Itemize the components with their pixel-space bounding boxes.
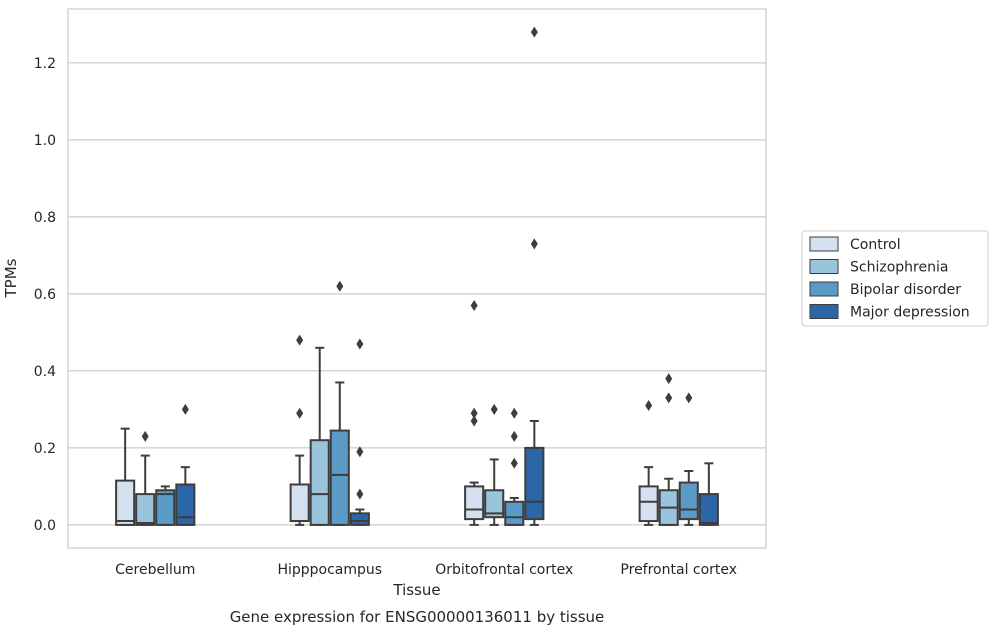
- outlier-point: [510, 457, 518, 469]
- box-body: [698, 493, 719, 526]
- outlier-point: [141, 430, 149, 442]
- legend-swatch: [809, 281, 839, 297]
- box-bipolar-disorder: [155, 485, 176, 526]
- y-tick-label: 0.2: [34, 441, 56, 457]
- box-bipolar-disorder: [504, 407, 525, 526]
- outlier-point: [356, 488, 364, 500]
- legend-swatch: [809, 259, 839, 274]
- box-control: [115, 427, 136, 526]
- box-body: [464, 485, 485, 521]
- box-control: [638, 400, 659, 526]
- outlier-point: [296, 334, 304, 346]
- box-major-depression: [175, 403, 196, 526]
- x-tick-label: Prefrontal cortex: [620, 562, 737, 578]
- box-major-depression: [349, 338, 370, 526]
- outlier-point: [530, 26, 538, 38]
- box-bipolar-disorder: [329, 280, 350, 526]
- box-body: [638, 485, 659, 523]
- legend-label: Control: [850, 237, 901, 253]
- outlier-point: [510, 407, 518, 419]
- box-body: [678, 481, 699, 521]
- box-control: [289, 334, 310, 526]
- outlier-point: [181, 403, 189, 415]
- legend-label: Major depression: [850, 305, 970, 321]
- grid-lines: [68, 62, 766, 526]
- box-body: [309, 439, 330, 526]
- box-major-depression: [698, 462, 719, 526]
- legend-swatch: [809, 236, 839, 252]
- box-bipolar-disorder: [678, 392, 699, 526]
- x-tick-label: Hipppocampus: [277, 562, 382, 578]
- y-tick-label: 0.4: [34, 364, 56, 380]
- outlier-point: [470, 407, 478, 419]
- x-tick-labels: Cerebellum Hipppocampus Orbitofrontal cort…: [115, 562, 737, 578]
- box-schizophrenia: [309, 346, 330, 526]
- outlier-point: [645, 400, 653, 412]
- outlier-point: [356, 446, 364, 458]
- legend-swatch: [809, 304, 839, 319]
- x-axis-label: Tissue: [392, 581, 440, 599]
- outlier-point: [685, 392, 693, 404]
- outlier-point: [470, 299, 478, 311]
- legend-label: Schizophrenia: [850, 260, 948, 276]
- box-body: [135, 493, 156, 526]
- box-body: [289, 483, 310, 523]
- box-body: [155, 489, 176, 526]
- box-body: [175, 483, 196, 526]
- box-body: [504, 500, 525, 526]
- legend-frame: [801, 230, 989, 327]
- box-body: [115, 479, 136, 526]
- y-tick-label: 1.2: [34, 56, 56, 72]
- plot-frame: [67, 8, 767, 549]
- chart-caption: Gene expression for ENSG00000136011 by t…: [230, 608, 605, 626]
- outlier-point: [356, 338, 364, 350]
- outlier-point: [470, 415, 478, 427]
- outlier-point: [296, 407, 304, 419]
- outlier-point: [665, 392, 673, 404]
- legend-label: Bipolar disorder: [850, 282, 961, 298]
- y-tick-label: 0.8: [34, 210, 56, 226]
- box-body: [524, 446, 545, 521]
- outlier-point: [490, 403, 498, 415]
- box-body: [349, 512, 370, 526]
- outlier-point: [530, 238, 538, 250]
- y-tick-label: 1.0: [34, 133, 56, 149]
- outlier-point: [665, 373, 673, 385]
- x-tick-label: Cerebellum: [115, 562, 195, 578]
- box-schizophrenia: [135, 430, 156, 526]
- box-schizophrenia: [484, 403, 505, 526]
- y-tick-label: 0.0: [34, 518, 56, 534]
- box-body: [484, 489, 505, 519]
- y-tick-label: 0.6: [34, 287, 56, 303]
- box-schizophrenia: [658, 373, 679, 526]
- box-groups: [115, 26, 719, 526]
- box-control: [464, 299, 485, 526]
- outlier-point: [510, 430, 518, 442]
- y-axis-label: TPMs: [2, 258, 20, 298]
- box-major-depression: [524, 26, 545, 526]
- y-tick-labels: 0.0 0.2 0.4 0.6 0.8 1.0 1.2: [34, 56, 56, 534]
- box-body: [329, 429, 350, 526]
- x-tick-label: Orbitofrontal cortex: [435, 562, 573, 578]
- legend: Control Schizophrenia Bipolar disorder Majo…: [801, 230, 989, 327]
- outlier-point: [336, 280, 344, 292]
